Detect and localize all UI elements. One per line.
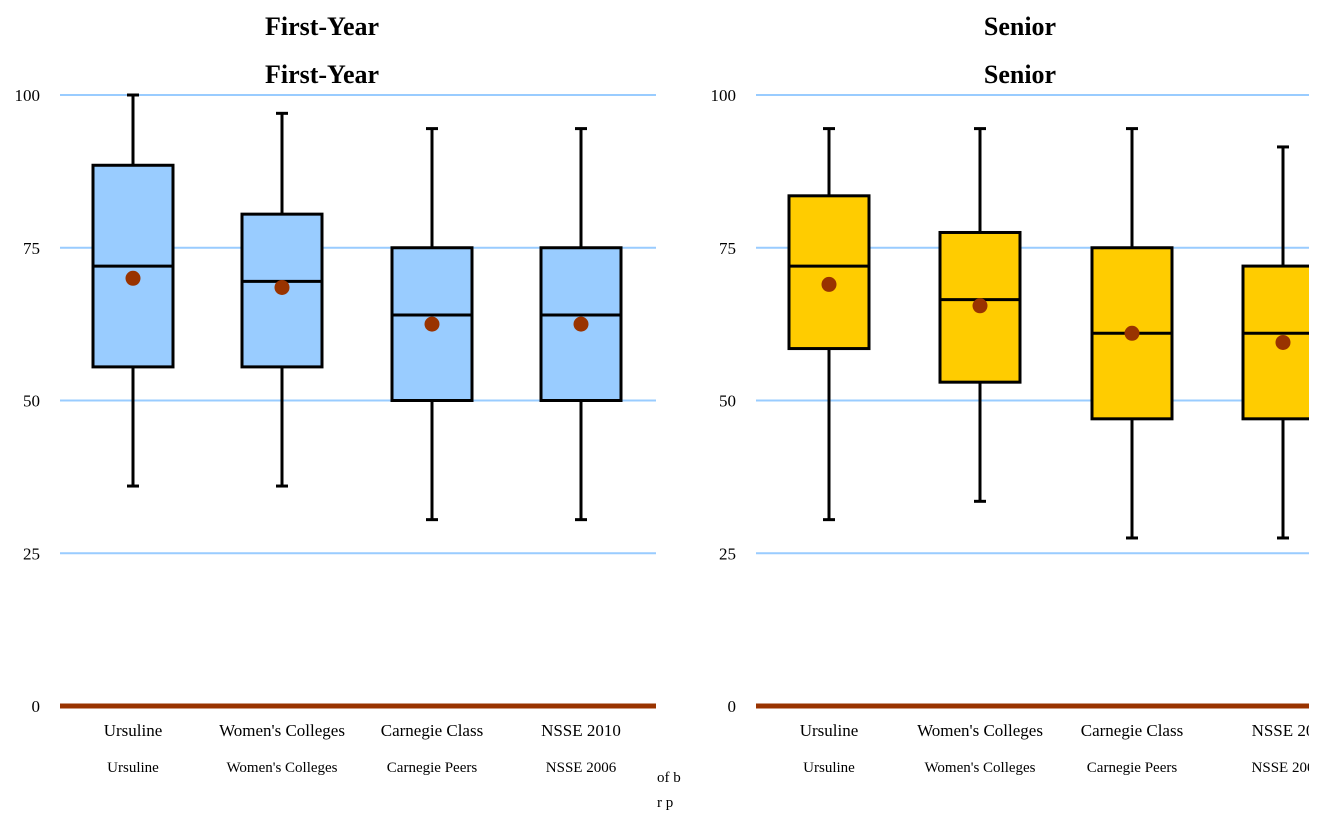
mean-marker (972, 298, 988, 314)
clipped-note-text: of b (657, 770, 681, 786)
iqr-box (938, 230, 1022, 384)
box-4 (539, 127, 623, 522)
y-tick-label: 0 (728, 697, 737, 716)
mean-marker (1275, 334, 1291, 350)
box-4 (1241, 145, 1309, 540)
x-category-label: Women's Colleges (917, 721, 1043, 740)
y-tick-label: 100 (711, 86, 737, 105)
x-category-label: NSSE 20 (1252, 721, 1315, 740)
box-1 (91, 93, 175, 488)
y-tick-label: 50 (23, 392, 40, 411)
mean-marker (1124, 325, 1140, 341)
box-2 (240, 111, 324, 488)
chart-title: Senior (984, 12, 1056, 41)
mean-marker (821, 276, 837, 292)
iqr-box (539, 246, 623, 402)
x-category-label: NSSE 2010 (541, 721, 621, 740)
mean-marker (125, 270, 141, 286)
y-tick-label: 100 (15, 86, 41, 105)
x-category-label-overlap: NSSE 200 (1252, 760, 1315, 776)
y-tick-label: 25 (23, 544, 40, 563)
y-tick-label: 0 (32, 697, 41, 716)
mean-marker (274, 279, 290, 295)
y-tick-label: 75 (719, 239, 736, 258)
y-tick-label: 50 (719, 392, 736, 411)
x-category-label: Carnegie Class (381, 721, 483, 740)
chart-title-repeat: First-Year (265, 60, 379, 89)
x-category-label: Carnegie Class (1081, 721, 1183, 740)
x-category-label: Ursuline (104, 721, 163, 740)
box-3 (1090, 127, 1174, 540)
box-1 (787, 127, 871, 522)
clipped-note-text: r p (657, 795, 673, 811)
x-category-label-overlap: NSSE 2006 (546, 760, 617, 776)
chart-title-repeat: Senior (984, 60, 1056, 89)
box-3 (390, 127, 474, 522)
first-year-panel: First-Year First-Year 0 25 50 75 100 Ursuline Wo… (15, 12, 681, 811)
senior-panel: Senior Senior 0 25 50 75 100 Ursuline Women's Co… (711, 12, 1315, 776)
x-category-label-overlap: Carnegie Peers (1087, 760, 1178, 776)
x-category-label: Women's Colleges (219, 721, 345, 740)
mean-marker (424, 316, 440, 332)
box-2 (938, 127, 1022, 503)
x-category-label-overlap: Women's Colleges (226, 760, 337, 776)
mean-marker (573, 316, 589, 332)
chart-title: First-Year (265, 12, 379, 41)
x-category-label: Ursuline (800, 721, 859, 740)
x-category-label-overlap: Women's Colleges (924, 760, 1035, 776)
x-category-label-overlap: Ursuline (107, 760, 159, 776)
x-category-label-overlap: Carnegie Peers (387, 760, 478, 776)
x-category-label-overlap: Ursuline (803, 760, 855, 776)
y-tick-label: 75 (23, 239, 40, 258)
y-tick-label: 25 (719, 544, 736, 563)
iqr-box (787, 194, 871, 351)
